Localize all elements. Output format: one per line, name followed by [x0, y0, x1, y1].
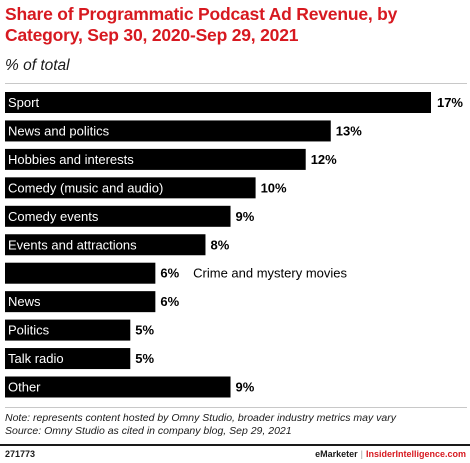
value-label-sport: 17% [437, 95, 463, 110]
footer-divider [0, 444, 470, 446]
category-label-sport: Sport [8, 95, 39, 110]
category-label-news-and-politics: News and politics [8, 123, 110, 138]
bar-other [5, 376, 231, 398]
category-label-comedy-events: Comedy events [8, 209, 99, 224]
chart-title: Share of Programmatic Podcast Ad Revenue… [5, 4, 398, 45]
value-label-politics: 5% [135, 323, 154, 338]
value-label-events-and-attractions: 8% [210, 237, 229, 252]
value-label-news-and-politics: 13% [336, 123, 362, 138]
chart-subtitle: % of total [5, 57, 70, 74]
bar-politics [5, 319, 131, 341]
value-label-talk-radio: 5% [135, 351, 154, 366]
category-label-hobbies-and-interests: Hobbies and interests [8, 152, 134, 167]
chart-id: 271773 [5, 449, 36, 459]
value-label-crime-and-mystery-movies: 6% [160, 266, 179, 281]
bar-talk-radio [5, 348, 131, 370]
note-text: Note: represents content hosted by Omny … [5, 412, 397, 424]
category-label-events-and-attractions: Events and attractions [8, 237, 137, 252]
category-label-comedy-music-and-audio: Comedy (music and audio) [8, 180, 163, 195]
bottom-divider [5, 407, 467, 408]
bar-crime-and-mystery-movies [5, 262, 156, 284]
bar-chart: Sport 17% News and politics 13% Hobbies and … [5, 92, 463, 398]
chart-notes: Note: represents content hosted by Omny … [5, 412, 396, 438]
top-divider [5, 83, 467, 84]
brand-separator: | [360, 449, 363, 459]
value-label-other: 9% [236, 380, 255, 395]
bar-events-and-attractions [5, 234, 206, 256]
brand-emarketer: eMarketer [315, 449, 358, 459]
category-label-crime-and-mystery-movies: Crime and mystery movies [193, 266, 347, 281]
category-label-politics: Politics [8, 323, 50, 338]
bar-news-and-politics [5, 120, 331, 142]
bar-sport [5, 92, 431, 113]
value-label-hobbies-and-interests: 12% [311, 152, 337, 167]
bar-comedy-events [5, 205, 231, 227]
category-label-news: News [8, 294, 41, 309]
bar-news [5, 291, 156, 313]
value-label-news: 6% [160, 294, 179, 309]
bar-hobbies-and-interests [5, 148, 306, 170]
category-label-talk-radio: Talk radio [8, 351, 64, 366]
footer-brand: eMarketer | InsiderIntelligence.com [315, 449, 466, 459]
brand-insider-intelligence: InsiderIntelligence.com [365, 449, 466, 459]
source-text: Source: Omny Studio as cited in company … [5, 425, 292, 437]
value-label-comedy-music-and-audio: 10% [261, 180, 287, 195]
bar-comedy-music-and-audio [5, 177, 256, 199]
category-label-other: Other [8, 380, 41, 395]
value-label-comedy-events: 9% [236, 209, 255, 224]
